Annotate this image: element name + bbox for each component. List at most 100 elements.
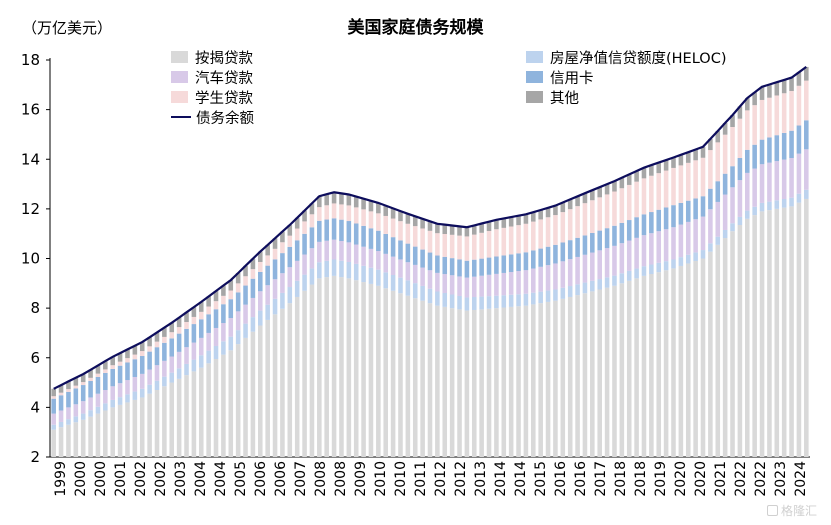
bar-segment-auto: [117, 383, 123, 398]
bar-segment-auto: [796, 153, 802, 194]
bar-segment-credit_card: [206, 314, 211, 333]
bar-segment-heloc: [191, 359, 197, 372]
bar-segment-other: [457, 226, 462, 236]
bar-segment-other: [789, 77, 794, 92]
bar-stack: [671, 157, 676, 457]
x-tick-label: 2020: [693, 461, 709, 497]
bar-segment-student: [88, 377, 93, 382]
bar-segment-auto: [531, 268, 536, 293]
bar-segment-mortgage: [545, 301, 551, 457]
bar-segment-heloc: [73, 416, 79, 423]
x-tick-label: 2016: [553, 461, 569, 497]
bar-segment-auto: [590, 252, 595, 281]
bar-segment-other: [678, 154, 684, 166]
bar-segment-heloc: [744, 210, 750, 219]
bar-segment-heloc: [612, 275, 617, 286]
bar-segment-heloc: [331, 259, 337, 276]
bar-segment-student: [339, 204, 344, 220]
bar-stack: [176, 317, 182, 457]
bar-segment-student: [147, 346, 152, 352]
bar-segment-mortgage: [722, 238, 728, 457]
bar-segment-auto: [612, 245, 617, 276]
bar-segment-mortgage: [759, 211, 765, 457]
bar-segment-other: [221, 285, 226, 296]
bar-segment-mortgage: [457, 309, 462, 457]
bar-segment-credit_card: [715, 181, 721, 202]
bar-segment-heloc: [501, 295, 507, 308]
bar-segment-heloc: [737, 216, 743, 225]
legend-label: 按揭贷款: [195, 50, 253, 67]
bar-stack: [80, 374, 86, 457]
bar-segment-mortgage: [582, 293, 588, 457]
bar-segment-auto: [206, 332, 211, 351]
bar-segment-other: [302, 210, 307, 222]
bar-segment-other: [294, 217, 300, 229]
bar-stack: [346, 194, 352, 457]
bar-segment-mortgage: [781, 207, 787, 457]
bar-segment-other: [693, 149, 698, 161]
bar-segment-other: [184, 312, 189, 323]
bar-segment-mortgage: [287, 303, 293, 457]
bar-segment-heloc: [582, 282, 588, 294]
bar-segment-mortgage: [531, 304, 536, 457]
bar-segment-mortgage: [442, 306, 448, 457]
bar-segment-heloc: [280, 292, 285, 309]
bar-segment-auto: [449, 275, 455, 295]
bar-segment-other: [139, 342, 145, 352]
x-tick-label: 2020: [673, 461, 689, 497]
y-tick-label: 8: [30, 299, 40, 317]
bar-segment-other: [582, 193, 588, 204]
bar-segment-mortgage: [324, 277, 329, 457]
bar-segment-heloc: [294, 280, 300, 297]
bar-stack: [272, 238, 278, 457]
bar-segment-auto: [390, 256, 396, 275]
bar-stack: [479, 223, 484, 457]
bar-segment-student: [51, 396, 56, 399]
bar-segment-heloc: [309, 268, 315, 285]
bar-segment-auto: [250, 297, 256, 318]
bar-stack: [700, 146, 706, 457]
bar-segment-credit_card: [88, 381, 93, 398]
bar-stack: [752, 92, 757, 457]
bar-segment-credit_card: [796, 125, 802, 154]
bar-segment-mortgage: [139, 397, 145, 457]
bar-segment-other: [531, 212, 536, 222]
bar-segment-heloc: [604, 277, 610, 288]
bar-stack: [339, 193, 344, 457]
bar-stack: [567, 199, 573, 457]
bar-segment-other: [619, 177, 625, 189]
bar-stack: [553, 205, 558, 457]
bar-segment-auto: [737, 180, 743, 217]
bar-segment-heloc: [302, 274, 307, 291]
bar-segment-heloc: [693, 252, 698, 261]
bar-segment-heloc: [287, 287, 293, 304]
bar-segment-student: [575, 206, 580, 238]
bar-segment-credit_card: [471, 259, 477, 277]
bar-segment-mortgage: [538, 303, 543, 457]
bar-stack: [781, 79, 787, 457]
bar-segment-mortgage: [154, 390, 160, 457]
bar-segment-auto: [51, 413, 56, 425]
bar-segment-student: [184, 322, 189, 329]
bar-segment-auto: [110, 386, 115, 400]
bar-stack: [715, 130, 721, 457]
bar-segment-heloc: [796, 193, 802, 203]
bar-segment-other: [154, 332, 160, 342]
legend-swatch: [526, 91, 543, 103]
bar-segment-student: [265, 255, 270, 266]
bar-segment-auto: [368, 248, 374, 268]
bar-segment-student: [737, 118, 743, 159]
bar-segment-credit_card: [213, 309, 219, 328]
bar-segment-heloc: [117, 397, 123, 405]
bar-segment-auto: [383, 253, 389, 273]
bar-segment-other: [125, 349, 130, 359]
bar-segment-heloc: [722, 229, 728, 239]
bar-segment-mortgage: [162, 386, 167, 457]
bar-segment-credit_card: [258, 271, 263, 292]
bar-segment-credit_card: [368, 228, 374, 249]
bar-segment-auto: [479, 275, 484, 297]
bar-segment-student: [73, 385, 79, 389]
bar-stack: [110, 356, 115, 458]
bar-segment-mortgage: [619, 283, 625, 457]
bar-segment-credit_card: [376, 230, 381, 252]
